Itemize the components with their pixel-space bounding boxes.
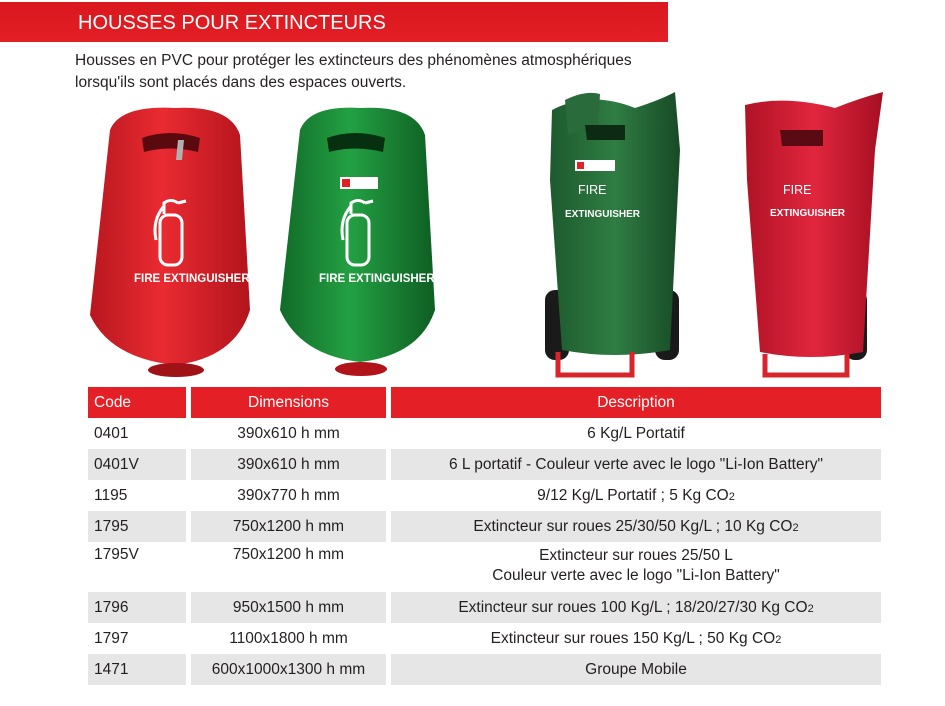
subscript: 2 [807,602,814,615]
header-description: Description [386,387,881,418]
row-description: 9/12 Kg/L Portatif ; 5 Kg CO2 [386,480,881,511]
intro-line-1: Housses en PVC pour protéger les extinct… [75,52,632,69]
row-description: Groupe Mobile [386,654,881,685]
row-description: Extincteur sur roues 100 Kg/L ; 18/20/27… [386,592,881,623]
red-wheeled-cover-image: FIRE EXTINGUISHER [745,92,883,378]
green-wheeled-cover-image: FIRE EXTINGUISHER [545,92,680,378]
green-portable-cover-image: FIRE EXTINGUISHER [280,107,435,376]
product-label-line-1: FIRE [783,183,811,197]
row-dimensions: 390x610 h mm [186,449,386,480]
row-dimensions: 1100x1800 h mm [186,623,386,654]
row-description-line-2: Couleur verte avec le logo "Li-Ion Batte… [492,567,780,584]
extinguisher-pictogram-icon [153,199,187,267]
row-code: 1796 [88,592,186,623]
product-gallery: FIRE EXTINGUISHER FIRE EXTINGUISHER [70,90,890,385]
red-portable-cover-image: FIRE EXTINGUISHER [90,107,250,377]
row-description: 6 Kg/L Portatif [386,418,881,449]
row-code: 1471 [88,654,186,685]
table-row: 1795V 750x1200 h mm Extincteur sur roues… [88,542,881,592]
row-description: 6 L portatif - Couleur verte avec le log… [386,449,881,480]
row-description-text: Extincteur sur roues 100 Kg/L ; 18/20/27… [458,598,808,616]
row-code: 1797 [94,629,129,647]
row-dimensions: 600x1000x1300 h mm [186,654,386,685]
subscript: 2 [728,490,735,503]
row-description-text: 9/12 Kg/L Portatif ; 5 Kg CO [537,486,729,504]
product-label: FIRE EXTINGUISHER [319,273,435,285]
row-dimensions: 750x1200 h mm [186,542,386,592]
header-code: Code [88,387,186,418]
product-label-line-2: EXTINGUISHER [770,208,846,219]
table-row: 1795 750x1200 h mm Extincteur sur roues … [88,511,881,542]
page-title: HOUSSES POUR EXTINCTEURS [0,2,668,42]
table-row: 1797 1100x1800 h mm Extincteur sur roues… [88,623,881,654]
subscript: 2 [792,521,799,534]
intro-line-2: lorsqu'ils sont placés dans des espaces … [75,74,407,91]
table-row: 1796 950x1500 h mm Extincteur sur roues … [88,592,881,623]
row-description: Extincteur sur roues 25/30/50 Kg/L ; 10 … [386,511,881,542]
row-code: 0401 [94,424,129,442]
row-dimensions: 750x1200 h mm [186,511,386,542]
spec-table: Code Dimensions Description 0401 390x610… [88,387,881,685]
row-description-line-1: Extincteur sur roues 25/50 L [539,547,733,564]
intro-text: Housses en PVC pour protéger les extinct… [75,50,715,94]
row-description-text: Extincteur sur roues 25/30/50 Kg/L ; 10 … [473,517,793,535]
extinguisher-pictogram-icon [340,199,374,267]
table-row: 0401 390x610 h mm 6 Kg/L Portatif [88,418,881,449]
product-label-line-1: FIRE [578,183,606,197]
header-dimensions: Dimensions [186,387,386,418]
row-description-text: Extincteur sur roues 150 Kg/L ; 50 Kg CO [490,629,776,647]
product-label: FIRE EXTINGUISHER [134,273,250,285]
row-code: 0401V [88,449,186,480]
row-code: 1795V [94,546,139,563]
product-label-line-2: EXTINGUISHER [565,209,641,220]
row-dimensions: 390x770 h mm [186,480,386,511]
table-row: 1471 600x1000x1300 h mm Groupe Mobile [88,654,881,685]
row-code: 1795 [88,511,186,542]
table-row: 1195 390x770 h mm 9/12 Kg/L Portatif ; 5… [88,480,881,511]
table-row: 0401V 390x610 h mm 6 L portatif - Couleu… [88,449,881,480]
row-dimensions: 950x1500 h mm [186,592,386,623]
row-dimensions: 390x610 h mm [186,418,386,449]
row-description: Extincteur sur roues 150 Kg/L ; 50 Kg CO… [386,623,881,654]
subscript: 2 [775,633,782,646]
li-ion-logo-icon [575,160,615,171]
row-code: 1195 [94,486,128,504]
table-header-row: Code Dimensions Description [88,387,881,418]
row-description: Extincteur sur roues 25/50 L Couleur vert… [386,542,881,592]
